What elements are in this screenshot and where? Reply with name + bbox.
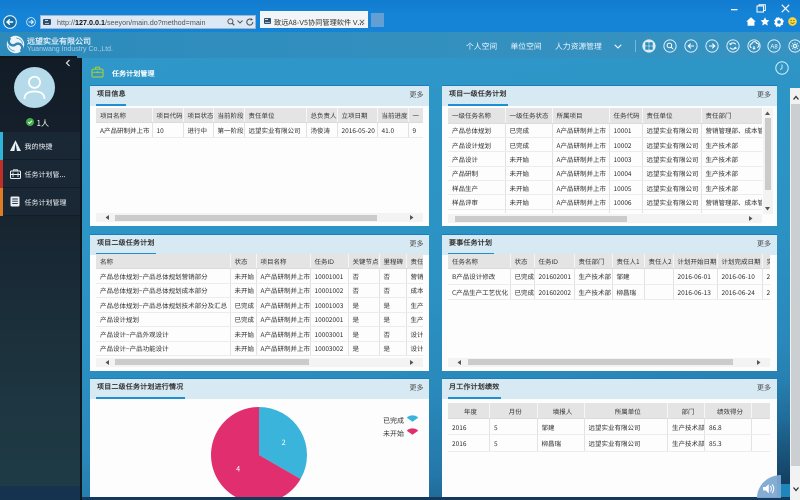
svg-text:4: 4	[236, 464, 240, 475]
svg-text:2: 2	[282, 437, 286, 448]
svg-text:A8: A8	[770, 44, 778, 50]
